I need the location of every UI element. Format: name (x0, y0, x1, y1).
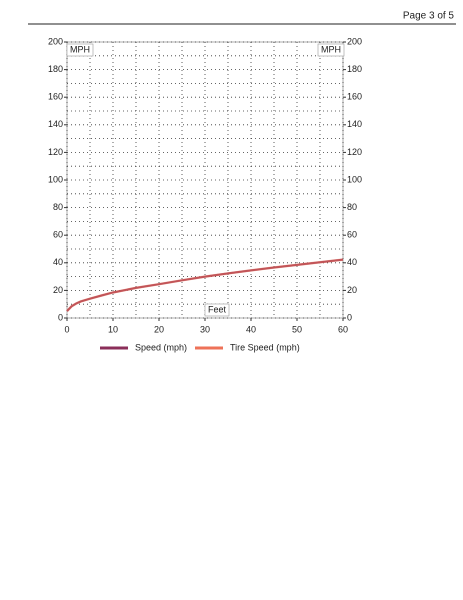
x-tick-label: 50 (292, 324, 302, 334)
y-axis-label: MPH (70, 44, 90, 54)
series-line (66, 258, 344, 312)
x-tick-label: 60 (338, 324, 348, 334)
legend-label: Tire Speed (mph) (230, 342, 300, 352)
y-tick-label: 80 (53, 202, 63, 212)
x-tick-label: 40 (246, 324, 256, 334)
y2-tick-label: 20 (347, 285, 357, 295)
y-tick-label: 100 (48, 174, 63, 184)
y2-tick-label: 200 (347, 36, 362, 46)
x-axis-label: Feet (208, 304, 227, 314)
y-axis-label-box (66, 43, 94, 57)
chart: 0204060801001201401601802000204060801001… (48, 36, 362, 352)
y2-tick-label: 120 (347, 147, 362, 157)
y2-tick-label: 40 (347, 257, 357, 267)
y2-tick-label: 0 (347, 312, 352, 322)
y-tick-label: 200 (48, 36, 63, 46)
x-tick-label: 0 (64, 324, 69, 334)
y2-tick-label: 100 (347, 174, 362, 184)
y2-axis-label: MPH (321, 44, 341, 54)
y2-tick-label: 60 (347, 230, 357, 240)
y-tick-label: 40 (53, 257, 63, 267)
y2-tick-label: 140 (347, 119, 362, 129)
x-tick-label: 10 (108, 324, 118, 334)
y-tick-label: 0 (58, 312, 63, 322)
x-axis-label-box (204, 303, 230, 317)
y-tick-label: 60 (53, 230, 63, 240)
page-number: Page 3 of 5 (403, 11, 455, 22)
y2-axis-label-box (317, 43, 345, 57)
y2-tick-label: 180 (347, 64, 362, 74)
x-tick-label: 30 (200, 324, 210, 334)
y-tick-label: 180 (48, 64, 63, 74)
y-tick-label: 160 (48, 92, 63, 102)
x-tick-label: 20 (154, 324, 164, 334)
y-tick-label: 140 (48, 119, 63, 129)
y2-tick-label: 80 (347, 202, 357, 212)
y-tick-label: 120 (48, 147, 63, 157)
legend-label: Speed (mph) (135, 342, 187, 352)
y2-tick-label: 160 (347, 92, 362, 102)
y-tick-label: 20 (53, 285, 63, 295)
